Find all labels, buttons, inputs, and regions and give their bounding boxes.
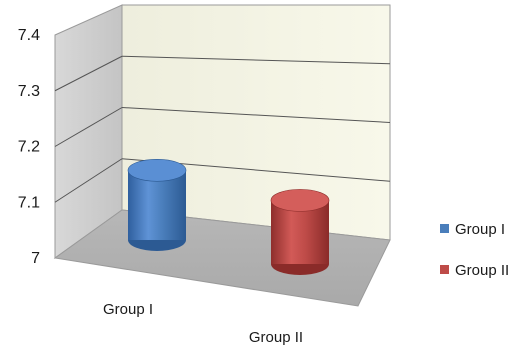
gridline-back [121, 55, 391, 65]
gridline-side [54, 55, 123, 92]
bar-body [128, 170, 186, 240]
legend-swatch [440, 224, 449, 233]
bar-group-ii [270, 189, 330, 275]
gridline-back [121, 107, 391, 123]
y-tick-label: 7.4 [18, 27, 40, 44]
legend-label: Group II [455, 262, 509, 279]
legend-label: Group I [455, 221, 505, 238]
x-category-label: Group I [103, 301, 153, 318]
y-axis-ticks: 7 7.1 7.2 7.3 7.4 [18, 27, 40, 267]
y-tick-label: 7.1 [18, 194, 40, 211]
legend: Group I Group II [440, 221, 509, 279]
gridline-side [54, 158, 123, 203]
y-tick-label: 7.3 [18, 83, 40, 100]
bar-top [127, 159, 187, 182]
bar-top [270, 189, 330, 212]
x-category-label: Group II [249, 329, 303, 346]
bars [127, 159, 330, 275]
y-tick-label: 7 [31, 250, 40, 267]
y-tick-label: 7.2 [18, 139, 40, 156]
legend-swatch [440, 265, 449, 274]
gridline-side [54, 107, 123, 147]
x-axis-categories: Group I Group II [103, 301, 303, 346]
bar-group-i [127, 159, 187, 251]
